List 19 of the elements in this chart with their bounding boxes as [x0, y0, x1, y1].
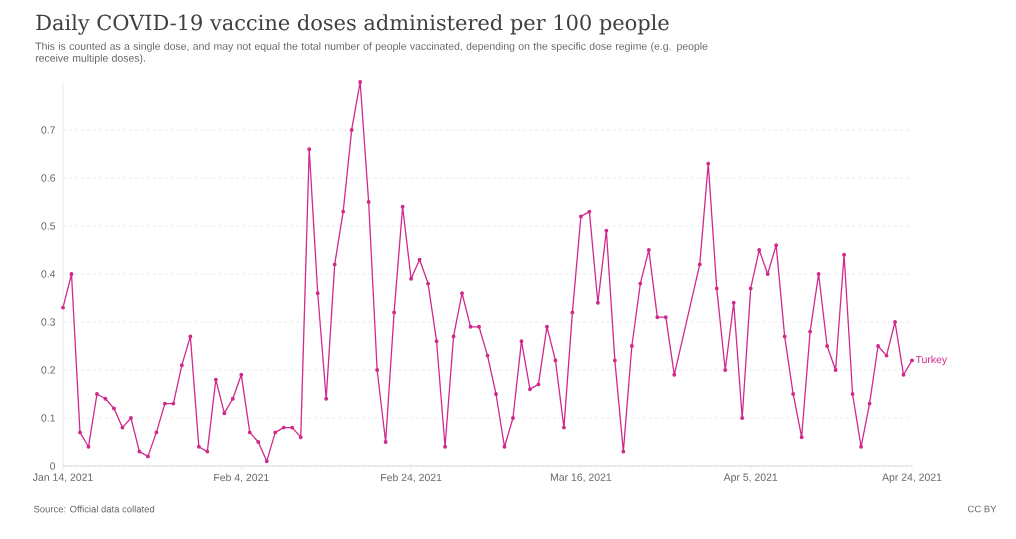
- y-tick-label: 0: [50, 462, 56, 470]
- y-tick-label: 0.4: [41, 270, 56, 278]
- text: CC BY: [968, 505, 997, 513]
- y-tick-label: 0.1: [41, 414, 55, 422]
- y-tick-label: 0.5: [41, 222, 56, 230]
- x-tick-label: Feb 4, 2021: [214, 473, 269, 483]
- y-tick-label: 0.3: [41, 318, 56, 326]
- chart-title: Daily COVID-19 vaccine doses administered per 100 people: [36, 14, 669, 35]
- x-tick-label: Feb 24, 2021: [381, 473, 442, 483]
- x-tick-label: Mar 16, 2021: [550, 473, 612, 483]
- y-tick-label: 0.7: [41, 126, 55, 134]
- x-tick-label: Apr 24, 2021: [882, 473, 942, 483]
- x-tick-label: Apr 5, 2021: [723, 473, 778, 483]
- source-note: Source: Official data collated: [33, 505, 155, 513]
- chart-subtitle: This is counted as a single dose, and may not equal the total number of people vaccinated, depending on the specific dose regime (e.g. people receive multiple doses).: [35, 42, 708, 64]
- y-tick-label: 0.6: [41, 174, 56, 182]
- series-label: Turkey: [915, 355, 948, 366]
- x-tick-label: Jan 14, 2021: [32, 473, 93, 483]
- y-tick-label: 0.2: [41, 366, 55, 374]
